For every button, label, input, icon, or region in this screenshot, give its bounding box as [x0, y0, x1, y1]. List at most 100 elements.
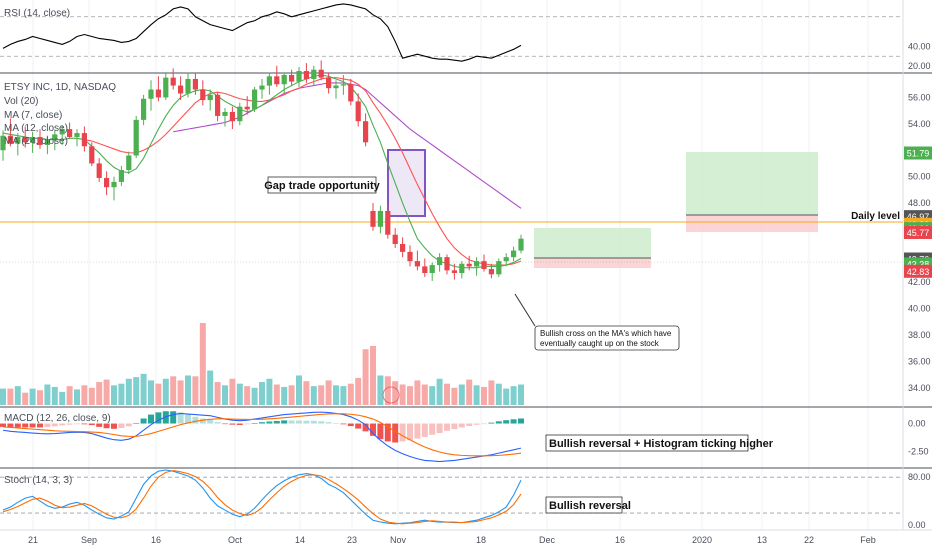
- macd-histogram-bar: [458, 423, 465, 428]
- time-axis: 21 Sep 16 Oct 14 23 Nov 18 Dec 16 2020 13 22 Feb: [28, 535, 876, 545]
- macd-histogram-bar: [251, 423, 258, 424]
- volume-bar: [384, 376, 391, 405]
- gap-box[interactable]: [387, 149, 426, 217]
- price-tick-label: 56.00: [908, 92, 931, 102]
- candle: [126, 151, 132, 174]
- macd-histogram-bar: [170, 411, 177, 424]
- candle: [518, 234, 524, 254]
- macd-histogram-bar: [133, 422, 140, 424]
- stoch-panel: 80.00 0.00: [0, 469, 931, 530]
- volume-bar: [170, 376, 177, 405]
- price-tick-label: 38.00: [908, 330, 931, 340]
- price-tick-label: 54.00: [908, 119, 931, 129]
- volume-bar: [185, 375, 191, 405]
- volume-bar: [88, 387, 95, 405]
- candle: [96, 158, 102, 182]
- volume-bar: [266, 378, 273, 405]
- volume-bar: [518, 384, 524, 405]
- candle: [215, 92, 221, 122]
- price-legend-ma12: MA (12, close): [4, 123, 68, 134]
- volume-bar: [44, 384, 51, 405]
- time-tick-label: Feb: [860, 535, 876, 545]
- time-tick-label: Oct: [228, 535, 243, 545]
- volume-bar: [7, 388, 14, 405]
- candle-body: [488, 269, 494, 275]
- macd-histogram-bar: [207, 419, 214, 424]
- volume-bar: [22, 392, 29, 405]
- candle-body: [15, 137, 21, 144]
- candle-body: [89, 146, 95, 164]
- candle: [333, 80, 339, 99]
- time-tick-label: 14: [295, 535, 305, 545]
- candle-body: [207, 94, 213, 101]
- candle: [192, 73, 198, 95]
- volume-bar: [281, 386, 288, 405]
- price-label-badge: 51.79: [904, 146, 932, 160]
- volume-bar: [177, 380, 184, 405]
- macd-histogram-bar: [199, 418, 206, 424]
- target-zone-1[interactable]: [534, 228, 651, 258]
- candle: [15, 133, 21, 156]
- macd-callout[interactable]: Bullish reversal + Histogram ticking hig…: [545, 434, 774, 452]
- stoch-callout[interactable]: Bullish reversal: [545, 496, 631, 514]
- volume-bar: [421, 384, 428, 405]
- volume-bar: [236, 383, 243, 405]
- volume-bar: [207, 370, 214, 405]
- candle-body: [363, 121, 369, 143]
- candle: [133, 115, 139, 159]
- candle-body: [222, 111, 228, 116]
- time-tick-label: 2020: [692, 535, 712, 545]
- candle: [318, 60, 324, 81]
- macd-histogram-bar: [236, 423, 243, 425]
- volume-bar: [444, 383, 450, 405]
- volume-bar: [377, 375, 384, 405]
- volume-bar: [125, 378, 132, 405]
- candle-body: [318, 69, 324, 78]
- target-zone-2[interactable]: [686, 152, 818, 215]
- volume-bar: [296, 375, 302, 405]
- candle-body: [459, 263, 465, 273]
- candle: [44, 135, 50, 155]
- candle: [466, 255, 472, 271]
- macd-histogram-bar: [111, 423, 117, 429]
- candle-body: [200, 89, 206, 101]
- volume-bar: [488, 380, 495, 405]
- candle-body: [289, 75, 295, 82]
- ma7-line: [2, 74, 522, 269]
- macd-histogram-bar: [148, 414, 154, 424]
- volume-bar: [414, 380, 421, 405]
- candle: [392, 228, 398, 248]
- volume-bar: [458, 384, 465, 405]
- price-label-text: 43.38: [907, 260, 930, 270]
- candle: [348, 78, 354, 106]
- candle-body: [7, 135, 13, 144]
- macd-histogram-bar: [14, 423, 21, 428]
- trade-setups[interactable]: [534, 152, 818, 268]
- candle-body: [259, 85, 265, 90]
- price-label-text: 45.77: [907, 228, 930, 238]
- time-tick-label: 21: [28, 535, 38, 545]
- stop-zone-2[interactable]: [686, 215, 818, 232]
- candle: [22, 126, 28, 148]
- volume-bar: [140, 373, 147, 405]
- candle-body: [503, 257, 509, 262]
- gap-trade-callout[interactable]: Gap trade opportunity: [264, 176, 381, 194]
- volume-bar: [370, 345, 376, 405]
- price-label-bg: [904, 264, 932, 278]
- macd-histogram-bar: [318, 421, 325, 424]
- volume-bar: [510, 386, 517, 405]
- candle-body: [444, 257, 450, 271]
- candle-body: [274, 76, 280, 85]
- volume-bar: [259, 382, 265, 405]
- volume-bar: [392, 381, 399, 405]
- bullish-cross-callout[interactable]: Bullish cross on the MA's which have eve…: [514, 293, 680, 351]
- macd-histogram-bar: [436, 423, 443, 434]
- candle: [296, 67, 302, 87]
- stoch-note-label: Bullish reversal: [549, 500, 631, 512]
- stop-zone-1[interactable]: [534, 258, 651, 268]
- candle-body: [311, 69, 317, 79]
- ma12-line: [84, 77, 522, 266]
- candle-body: [30, 137, 36, 143]
